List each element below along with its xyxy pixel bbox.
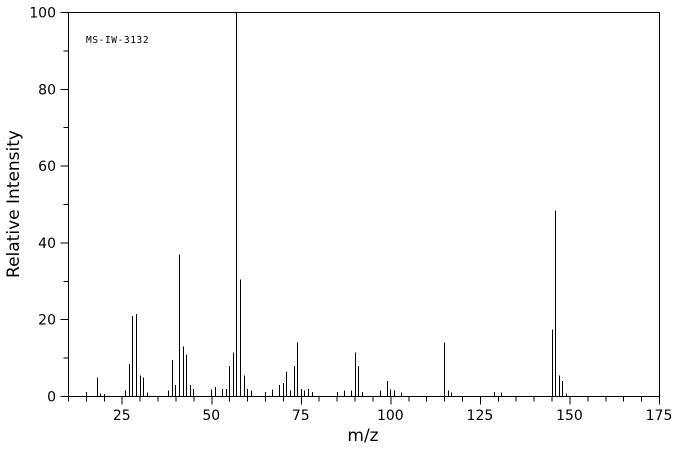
- y-axis-title: Relative Intensity: [4, 130, 24, 278]
- y-tick-label: 60: [38, 159, 56, 175]
- plot-frame: [67, 11, 661, 398]
- y-tick-label: 40: [38, 236, 56, 252]
- x-tick-label: 50: [202, 408, 220, 424]
- y-axis-tick-labels: 0 20 40 60 80 100: [29, 6, 56, 406]
- x-axis-tick-labels: 25 50 75 100 125 150 175: [113, 408, 673, 424]
- y-axis-ticks: [60, 12, 69, 397]
- x-tick-label: 75: [292, 408, 310, 424]
- x-tick-label: 150: [556, 408, 583, 424]
- x-tick-label: 25: [113, 408, 131, 424]
- plot-box: [67, 11, 661, 397]
- x-axis-ticks: [68, 396, 660, 405]
- y-tick-label: 20: [38, 313, 56, 329]
- y-tick-label: 80: [38, 82, 56, 98]
- x-axis-title: m/z: [347, 426, 378, 446]
- peak-series: [85, 12, 568, 397]
- x-tick-label: 175: [646, 408, 673, 424]
- y-tick-label: 100: [29, 6, 56, 22]
- y-tick-label: 0: [47, 390, 56, 406]
- x-tick-label: 100: [377, 408, 404, 424]
- sample-id-annotation: MS-IW-3132: [86, 35, 149, 46]
- x-tick-label: 125: [467, 408, 494, 424]
